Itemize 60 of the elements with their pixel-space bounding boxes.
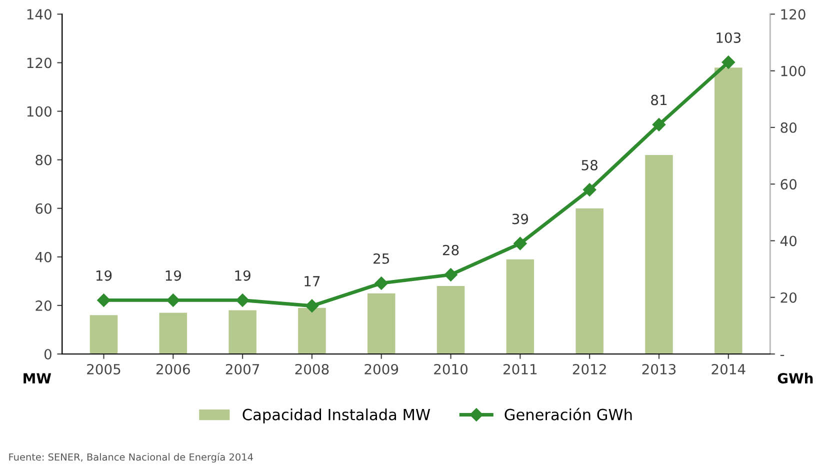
point: [166, 294, 180, 307]
x-tick-label: 2013: [642, 364, 676, 374]
y2-tick-label: 100: [781, 66, 806, 76]
y2-axis-title: GWh: [778, 372, 813, 384]
y-tick-label: 100: [27, 106, 52, 117]
bar: [298, 308, 326, 354]
y-tick-label: 140: [27, 9, 52, 20]
y-tick-label: 120: [27, 58, 52, 68]
x-tick-label: 2014: [712, 364, 746, 374]
bar: [714, 68, 742, 354]
legend-label: Capacidad Instalada MW: [242, 408, 430, 424]
point: [97, 294, 110, 307]
data-label: 103: [716, 32, 741, 43]
y-tick-label: 20: [36, 300, 52, 311]
x-tick-label: 2007: [226, 364, 260, 374]
data-label: 25: [374, 253, 389, 264]
bar: [159, 312, 188, 354]
data-label: 58: [582, 160, 598, 170]
point: [374, 276, 388, 290]
y2-tick-label: 120: [781, 9, 806, 20]
x-tick-label: 2012: [572, 364, 606, 374]
bar: [506, 259, 534, 354]
data-label: 28: [442, 244, 459, 256]
bar: [90, 315, 118, 354]
point: [652, 118, 666, 132]
source-note: Fuente: SENER, Balance Nacional de Energía 2014: [9, 452, 253, 463]
data-label: 19: [166, 270, 182, 281]
point: [305, 299, 319, 312]
y2-tick-label: 80: [780, 122, 797, 133]
y-tick-label: 80: [36, 154, 52, 166]
y2-tick-label: 60: [780, 179, 797, 190]
y-tick-label: 40: [35, 252, 52, 262]
bar: [436, 286, 465, 354]
x-tick-label: 2011: [504, 364, 537, 374]
data-label: 19: [96, 270, 112, 281]
bar: [645, 154, 673, 354]
y2-tick-label: 20: [780, 292, 797, 303]
y-axis-title: MW: [24, 373, 52, 384]
x-tick-label: 2010: [434, 364, 468, 374]
point: [514, 236, 527, 250]
x-tick-label: 2008: [295, 364, 329, 374]
y2-tick-label: -: [780, 354, 784, 356]
bar: [367, 293, 396, 354]
x-tick-label: 2009: [364, 364, 398, 374]
point: [582, 183, 596, 196]
data-label: 39: [512, 214, 528, 224]
bar: [228, 310, 256, 354]
point: [236, 294, 250, 307]
point: [722, 56, 735, 69]
x-tick-label: 2005: [87, 364, 120, 374]
point: [444, 268, 458, 282]
y-tick-label: 60: [36, 203, 52, 214]
data-label: 81: [651, 94, 667, 106]
x-tick-label: 2006: [156, 364, 190, 374]
y2-tick-label: 40: [780, 236, 797, 246]
bar: [576, 208, 604, 354]
legend-label: Generación GWh: [504, 408, 632, 420]
y-tick-label: 0: [44, 348, 52, 360]
data-label: 17: [304, 276, 320, 286]
data-label: 19: [235, 270, 250, 281]
